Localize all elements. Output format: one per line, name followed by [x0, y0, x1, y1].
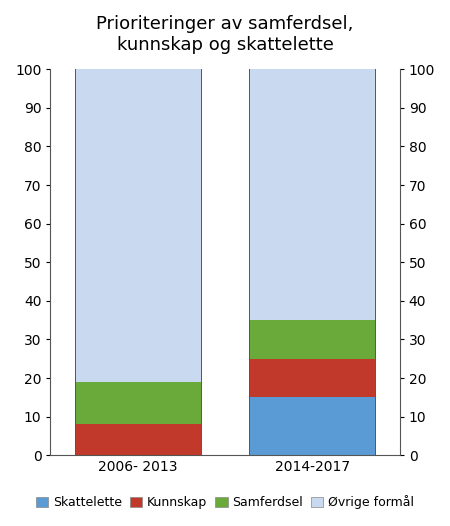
- Legend: Skattelette, Kunnskap, Samferdsel, Øvrige formål: Skattelette, Kunnskap, Samferdsel, Øvrig…: [31, 491, 419, 514]
- Bar: [249, 69, 375, 320]
- Bar: [249, 320, 375, 359]
- Bar: [75, 382, 201, 424]
- Bar: [75, 424, 201, 456]
- Bar: [249, 359, 375, 398]
- Title: Prioriteringer av samferdsel,
kunnskap og skattelette: Prioriteringer av samferdsel, kunnskap o…: [96, 15, 354, 54]
- Bar: [75, 69, 201, 382]
- Bar: [249, 398, 375, 456]
